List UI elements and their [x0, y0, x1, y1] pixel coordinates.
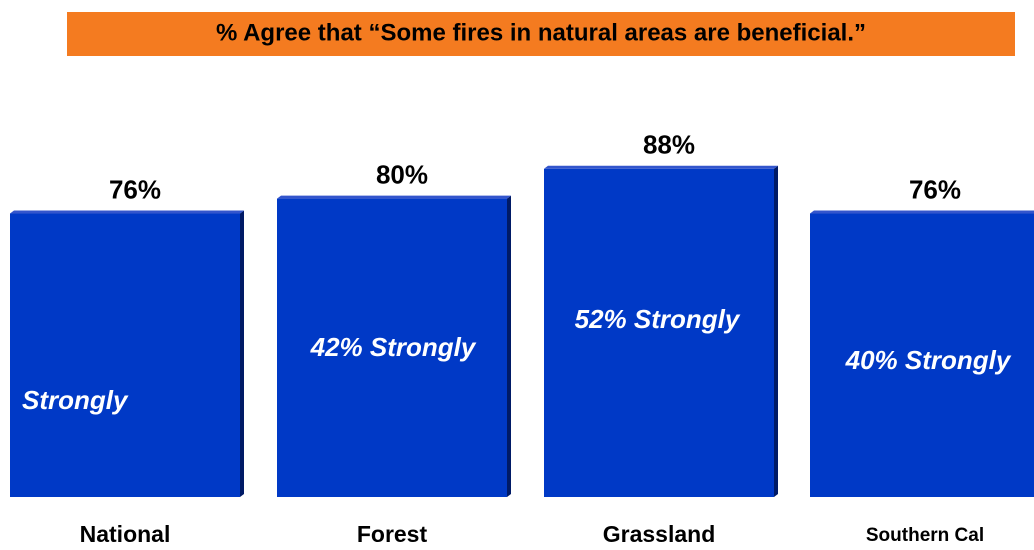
bar-edge: [507, 195, 511, 497]
bar: [10, 213, 240, 497]
bar: [810, 213, 1034, 497]
value-label: 76%: [909, 174, 961, 204]
bar-top: [277, 195, 511, 199]
value-label: 80%: [376, 159, 428, 189]
bar: [277, 198, 507, 497]
bar-top: [544, 165, 778, 169]
x-tick-label: National: [80, 521, 171, 547]
inner-label: 52% Strongly: [575, 304, 741, 334]
chart-title: % Agree that “Some fires in natural area…: [216, 19, 866, 46]
bar-top: [810, 210, 1034, 214]
x-tick-label: Southern Cal: [866, 525, 984, 546]
bar-edge: [774, 165, 778, 497]
value-label: 88%: [643, 130, 695, 160]
inner-label: Strongly: [22, 385, 129, 415]
bar-top: [10, 210, 244, 214]
x-tick-label: Grassland: [603, 521, 716, 547]
inner-label: 40% Strongly: [845, 345, 1012, 375]
title-background: [67, 12, 1015, 56]
bar-edge: [240, 210, 244, 497]
bar: [544, 168, 774, 497]
value-label: 76%: [109, 174, 161, 204]
x-tick-label: Forest: [357, 521, 428, 547]
inner-label: 42% Strongly: [310, 332, 477, 362]
